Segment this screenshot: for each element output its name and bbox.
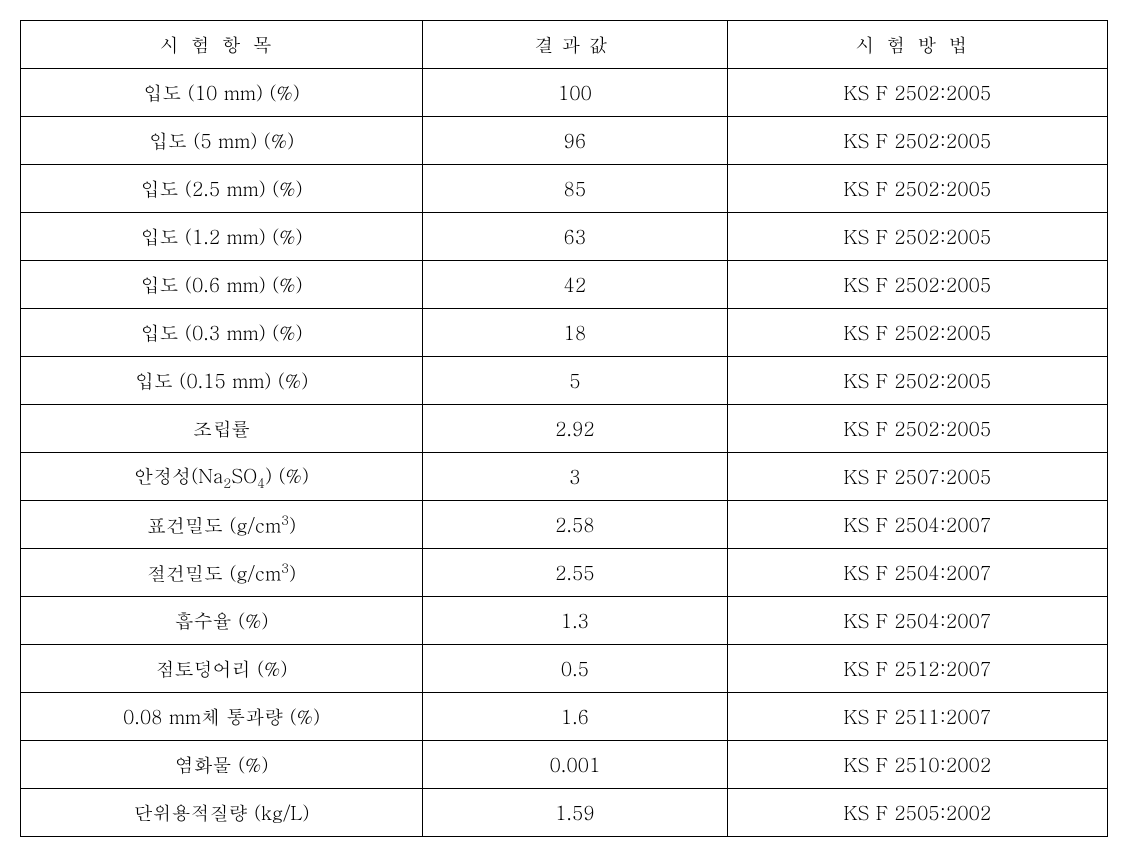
cell-test-method: KS F 2507:2005 [727,453,1107,501]
cell-test-item: 입도 (5 mm) (%) [21,117,423,165]
cell-result-value: 63 [423,213,727,261]
cell-test-method: KS F 2512:2007 [727,645,1107,693]
cell-result-value: 96 [423,117,727,165]
cell-test-method: KS F 2502:2005 [727,213,1107,261]
table-row: 흡수율 (%)1.3KS F 2504:2007 [21,597,1108,645]
table-body: 입도 (10 mm) (%)100KS F 2502:2005입도 (5 mm)… [21,69,1108,837]
table-row: 입도 (1.2 mm) (%)63KS F 2502:2005 [21,213,1108,261]
cell-result-value: 3 [423,453,727,501]
table-row: 점토덩어리 (%)0.5KS F 2512:2007 [21,645,1108,693]
cell-test-method: KS F 2502:2005 [727,165,1107,213]
cell-test-item: 입도 (2.5 mm) (%) [21,165,423,213]
table-row: 조립률2.92KS F 2502:2005 [21,405,1108,453]
cell-result-value: 1.6 [423,693,727,741]
cell-test-item: 입도 (10 mm) (%) [21,69,423,117]
cell-result-value: 100 [423,69,727,117]
table-row: 절건밀도 (g/cm3)2.55KS F 2504:2007 [21,549,1108,597]
table-row: 입도 (2.5 mm) (%)85KS F 2502:2005 [21,165,1108,213]
test-results-table: 시험항목 결과값 시험방법 입도 (10 mm) (%)100KS F 2502… [20,20,1108,837]
cell-result-value: 5 [423,357,727,405]
cell-result-value: 42 [423,261,727,309]
header-result-value: 결과값 [423,21,727,69]
cell-test-item: 염화물 (%) [21,741,423,789]
cell-result-value: 1.59 [423,789,727,837]
cell-test-item: 입도 (0.3 mm) (%) [21,309,423,357]
header-test-method: 시험방법 [727,21,1107,69]
cell-test-method: KS F 2504:2007 [727,501,1107,549]
cell-test-method: KS F 2504:2007 [727,597,1107,645]
test-results-table-container: 시험항목 결과값 시험방법 입도 (10 mm) (%)100KS F 2502… [20,20,1108,837]
cell-result-value: 2.58 [423,501,727,549]
table-row: 입도 (10 mm) (%)100KS F 2502:2005 [21,69,1108,117]
cell-test-item: 입도 (1.2 mm) (%) [21,213,423,261]
cell-test-method: KS F 2504:2007 [727,549,1107,597]
cell-result-value: 85 [423,165,727,213]
cell-result-value: 18 [423,309,727,357]
cell-test-item: 입도 (0.15 mm) (%) [21,357,423,405]
cell-test-item: 0.08 mm체 통과량 (%) [21,693,423,741]
table-row: 안정성(Na2SO4) (%)3KS F 2507:2005 [21,453,1108,501]
cell-test-item: 안정성(Na2SO4) (%) [21,453,423,501]
cell-test-method: KS F 2502:2005 [727,309,1107,357]
table-row: 입도 (0.6 mm) (%)42KS F 2502:2005 [21,261,1108,309]
cell-test-item: 입도 (0.6 mm) (%) [21,261,423,309]
cell-test-item: 단위용적질량 (kg/L) [21,789,423,837]
cell-test-method: KS F 2502:2005 [727,357,1107,405]
table-row: 염화물 (%)0.001KS F 2510:2002 [21,741,1108,789]
cell-test-method: KS F 2510:2002 [727,741,1107,789]
table-header: 시험항목 결과값 시험방법 [21,21,1108,69]
cell-test-item: 흡수율 (%) [21,597,423,645]
table-row: 표건밀도 (g/cm3)2.58KS F 2504:2007 [21,501,1108,549]
cell-test-item: 조립률 [21,405,423,453]
table-row: 입도 (0.15 mm) (%)5KS F 2502:2005 [21,357,1108,405]
table-row: 입도 (0.3 mm) (%)18KS F 2502:2005 [21,309,1108,357]
cell-result-value: 0.5 [423,645,727,693]
cell-test-method: KS F 2502:2005 [727,261,1107,309]
cell-result-value: 0.001 [423,741,727,789]
header-test-item: 시험항목 [21,21,423,69]
table-row: 입도 (5 mm) (%)96KS F 2502:2005 [21,117,1108,165]
cell-test-item: 표건밀도 (g/cm3) [21,501,423,549]
table-row: 단위용적질량 (kg/L)1.59KS F 2505:2002 [21,789,1108,837]
cell-result-value: 1.3 [423,597,727,645]
cell-test-method: KS F 2505:2002 [727,789,1107,837]
cell-test-item: 점토덩어리 (%) [21,645,423,693]
cell-test-method: KS F 2502:2005 [727,405,1107,453]
cell-test-method: KS F 2511:2007 [727,693,1107,741]
cell-result-value: 2.55 [423,549,727,597]
table-row: 0.08 mm체 통과량 (%)1.6KS F 2511:2007 [21,693,1108,741]
header-row: 시험항목 결과값 시험방법 [21,21,1108,69]
cell-test-item: 절건밀도 (g/cm3) [21,549,423,597]
cell-result-value: 2.92 [423,405,727,453]
cell-test-method: KS F 2502:2005 [727,69,1107,117]
cell-test-method: KS F 2502:2005 [727,117,1107,165]
